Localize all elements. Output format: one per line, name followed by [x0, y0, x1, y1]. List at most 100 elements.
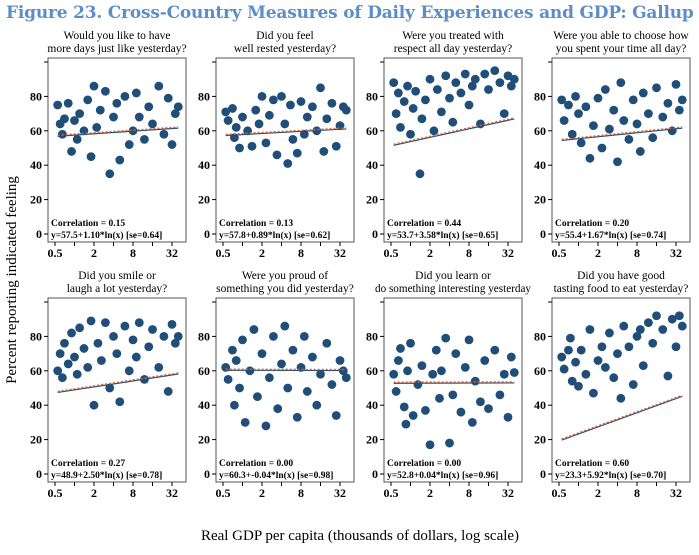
data-point	[235, 383, 244, 393]
data-point	[167, 140, 177, 149]
data-point	[635, 147, 645, 156]
data-point	[341, 373, 351, 383]
data-point	[249, 325, 259, 334]
x-tick-label: 2	[427, 246, 433, 260]
data-point	[134, 112, 144, 122]
data-point	[503, 412, 513, 422]
data-point	[421, 405, 430, 415]
plot-frame	[551, 57, 691, 243]
data-point	[170, 109, 180, 118]
data-point	[331, 141, 341, 151]
y-tick-label: 0	[372, 467, 378, 481]
data-point	[86, 152, 96, 161]
equation-label: y=52.8+0.04*ln(x) [se=0.96]	[387, 470, 498, 481]
data-point	[389, 78, 399, 88]
data-point	[399, 402, 409, 412]
data-point	[83, 362, 93, 372]
x-tick-label: 0.5	[552, 246, 567, 260]
data-point	[308, 352, 317, 362]
data-point	[509, 74, 519, 84]
x-tick-label: 32	[334, 486, 346, 500]
data-point	[408, 104, 418, 113]
correlation-label: Correlation = 0.20	[555, 219, 629, 229]
data-point	[609, 373, 619, 383]
data-point	[667, 314, 677, 324]
y-tick-label: 60	[30, 124, 42, 138]
data-point	[663, 98, 673, 108]
data-point	[67, 147, 76, 156]
data-point	[115, 155, 125, 165]
x-tick-label: 2	[595, 246, 601, 260]
data-point	[63, 98, 73, 108]
data-point	[144, 342, 154, 352]
data-point	[677, 321, 687, 331]
y-tick-label: 80	[366, 89, 378, 103]
panel-title: you spent your time all day?	[556, 43, 687, 55]
data-point	[464, 100, 474, 110]
correlation-label: Correlation = 0.44	[387, 219, 461, 229]
y-tick-label: 80	[30, 329, 42, 343]
data-point	[658, 325, 668, 334]
panel-title: Were you able to choose how	[553, 30, 689, 42]
data-point	[173, 332, 183, 341]
data-point	[429, 126, 439, 136]
data-point	[671, 79, 681, 89]
y-tick-label: 40	[198, 158, 210, 172]
y-tick-label: 0	[204, 467, 210, 481]
data-point	[605, 328, 614, 338]
data-point	[228, 104, 237, 113]
data-point	[576, 345, 586, 355]
data-point	[75, 323, 85, 333]
data-point	[221, 362, 231, 372]
correlation-label: Correlation = 0.00	[219, 459, 293, 469]
data-point	[445, 93, 454, 103]
data-point	[638, 88, 648, 98]
data-point	[308, 102, 317, 112]
x-tick-label: 2	[427, 486, 433, 500]
data-point	[567, 376, 577, 386]
data-point	[257, 349, 267, 358]
data-point	[619, 321, 629, 331]
equation-label: y=23.3+5.92*ln(x) [se=0.70]	[555, 470, 666, 481]
data-point	[83, 95, 93, 105]
data-point	[335, 356, 345, 365]
data-point	[480, 69, 490, 79]
x-tick-label: 0.5	[48, 486, 63, 500]
x-tick-label: 8	[130, 486, 136, 500]
data-point	[131, 352, 141, 362]
data-point	[389, 369, 399, 379]
data-point	[148, 325, 157, 334]
data-point	[600, 85, 610, 94]
data-point	[247, 141, 257, 151]
x-tick-label: 8	[298, 486, 304, 500]
data-point	[163, 387, 173, 396]
data-point	[470, 376, 480, 386]
data-point	[277, 359, 286, 369]
data-point	[223, 116, 233, 125]
data-point	[624, 135, 634, 144]
data-point	[53, 366, 63, 376]
data-point	[476, 397, 485, 407]
data-point	[490, 345, 500, 355]
data-point	[312, 400, 322, 410]
data-point	[159, 129, 169, 139]
data-point	[421, 95, 430, 105]
data-point	[105, 383, 115, 393]
equation-label: y=57.5+1.10*ln(x) [se=0.64]	[51, 230, 162, 241]
data-point	[75, 109, 85, 118]
data-point	[499, 369, 509, 379]
x-tick-label: 32	[670, 486, 682, 500]
data-point	[576, 138, 586, 148]
data-point	[628, 95, 638, 105]
data-point	[70, 352, 79, 362]
data-point	[632, 119, 642, 129]
data-point	[93, 338, 103, 348]
data-point	[393, 356, 403, 365]
data-point	[619, 116, 629, 125]
data-point	[221, 107, 231, 117]
data-point	[564, 100, 573, 110]
data-point	[223, 375, 233, 384]
y-tick-label: 20	[30, 193, 42, 207]
